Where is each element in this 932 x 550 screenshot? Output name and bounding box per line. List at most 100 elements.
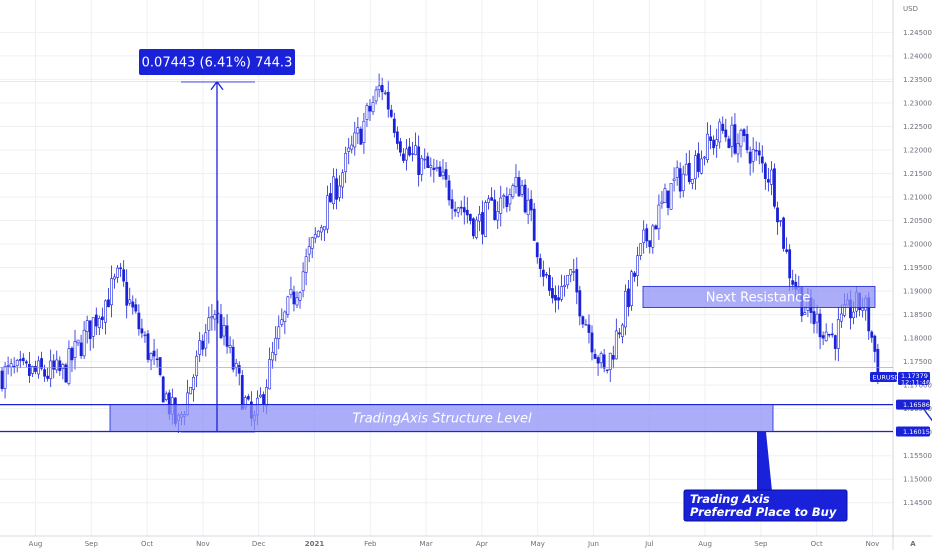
- candle-body: [100, 316, 104, 321]
- time-tick-label: Sep: [85, 540, 99, 548]
- time-tick-label: Apr: [476, 540, 488, 548]
- price-tick-label: 1.24500: [903, 29, 932, 37]
- candle-body: [760, 156, 764, 164]
- candle-body: [322, 226, 326, 231]
- candle-body: [690, 179, 694, 184]
- candle-body: [21, 357, 25, 362]
- candle-body: [633, 272, 636, 277]
- candle-body: [371, 102, 375, 113]
- candle-body: [140, 328, 144, 334]
- candle-body: [6, 365, 10, 367]
- candle-body: [237, 365, 241, 374]
- candle-body: [773, 168, 776, 207]
- candle-body: [155, 358, 159, 361]
- candle-body: [508, 194, 512, 205]
- candle-body: [715, 139, 719, 146]
- candle-body: [307, 246, 311, 255]
- candle-body: [569, 269, 573, 276]
- candle-body: [724, 129, 728, 138]
- candle-body: [426, 156, 430, 168]
- candle-body: [399, 141, 402, 153]
- candle-body: [414, 145, 418, 156]
- candle-body: [3, 366, 7, 389]
- candle-body: [213, 314, 217, 320]
- candle-body: [672, 178, 676, 181]
- candle-body: [541, 269, 545, 277]
- candle-body: [82, 329, 86, 357]
- price-tick-label: 1.15000: [903, 476, 932, 484]
- candle-body: [560, 286, 563, 300]
- price-axis[interactable]: USD 1.24500 1.24000 1.23500 1.23000 1.22500 1.…: [870, 5, 932, 507]
- support-upper-tag-bg: [896, 399, 930, 410]
- candle-body: [581, 316, 585, 325]
- candle-body: [733, 124, 737, 154]
- candle-body: [67, 348, 71, 384]
- candle-body: [423, 158, 427, 161]
- candle-body: [210, 316, 214, 319]
- candle-body: [61, 364, 65, 369]
- candle-body: [392, 118, 396, 133]
- candle-body: [703, 156, 706, 159]
- time-axis[interactable]: Aug Sep Oct Nov Dec 2021 Feb Mar Apr May Jun Jul Aug…: [29, 540, 917, 548]
- candle-body: [58, 360, 62, 372]
- candle-body: [475, 219, 478, 238]
- candle-body: [447, 180, 451, 201]
- candle-body: [341, 172, 345, 188]
- candle-body: [134, 304, 138, 312]
- candle-body: [666, 190, 670, 208]
- candle-body: [435, 167, 439, 170]
- candle-body: [97, 318, 101, 328]
- candle-body: [502, 195, 506, 198]
- currency-label: USD: [903, 5, 918, 13]
- candle-body: [283, 311, 287, 322]
- candle-body: [675, 167, 679, 178]
- candle-body: [563, 285, 567, 288]
- candle-body: [739, 129, 743, 147]
- candle-body: [344, 152, 348, 172]
- candle-body: [587, 324, 591, 333]
- candle-body: [91, 317, 95, 337]
- last-price-tag-bg: [898, 372, 930, 385]
- candle-body: [700, 158, 703, 174]
- candle-body: [757, 150, 761, 156]
- candle-body: [417, 146, 421, 175]
- candle-body: [88, 320, 92, 340]
- candle-body: [627, 288, 630, 308]
- auto-scale-button: A: [910, 540, 916, 548]
- candle-body: [198, 340, 202, 355]
- candle-body: [511, 185, 515, 198]
- candle-body: [839, 313, 843, 322]
- candle-body: [152, 350, 156, 357]
- candle-body: [192, 376, 196, 390]
- time-tick-label: Feb: [364, 540, 377, 548]
- candle-body: [73, 341, 77, 358]
- candle-body: [335, 178, 338, 200]
- candle-body: [137, 312, 141, 330]
- candle-body: [654, 225, 658, 230]
- candle-body: [611, 355, 615, 360]
- candle-body: [572, 271, 576, 273]
- candle-body: [362, 120, 366, 143]
- candle-body: [815, 313, 819, 323]
- candle-body: [493, 199, 497, 220]
- candle-body: [43, 369, 46, 377]
- candle-body: [313, 234, 317, 239]
- candle-body: [532, 208, 536, 241]
- time-tick-label: Mar: [419, 540, 432, 548]
- candle-body: [383, 92, 387, 95]
- candle-body: [219, 314, 223, 339]
- candle-body: [27, 363, 31, 376]
- candle-body: [736, 143, 740, 155]
- candle-body: [395, 131, 399, 144]
- candle-body: [602, 354, 606, 369]
- candle-body: [31, 366, 34, 374]
- candle-body: [517, 177, 521, 197]
- candle-body: [751, 149, 755, 162]
- candle-body: [544, 274, 548, 276]
- price-tick-label: 1.20000: [903, 241, 932, 249]
- candle-body: [669, 183, 673, 210]
- candle-body: [85, 320, 89, 332]
- time-tick-label: Dec: [252, 540, 266, 548]
